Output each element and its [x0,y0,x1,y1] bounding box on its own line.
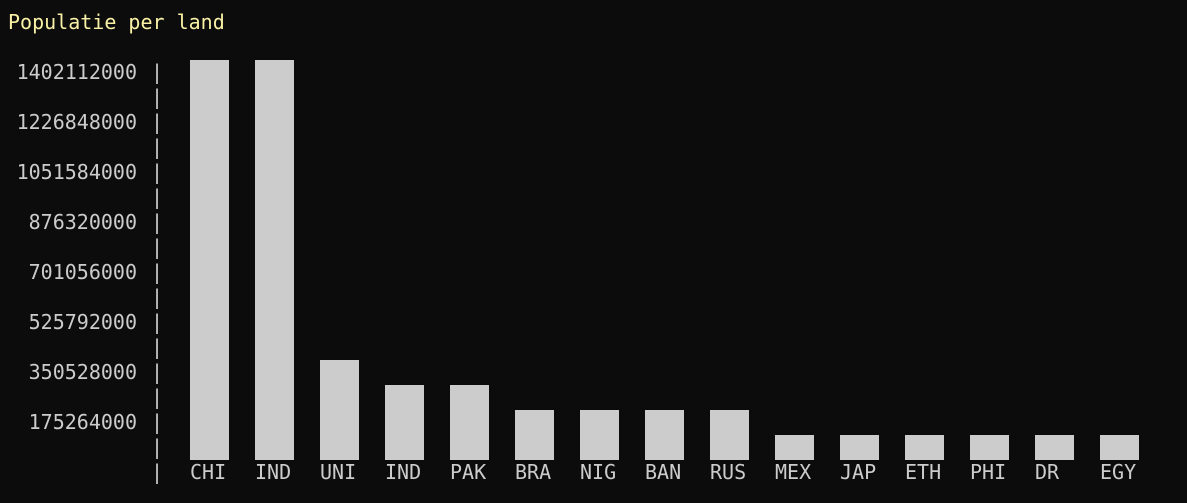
bar-egy-14 [1100,435,1139,460]
bar-rus-8 [710,410,749,460]
bar-eth-11 [905,435,944,460]
x-category-label: ETH [905,460,941,484]
bar-chi-0 [190,60,229,460]
bar-bra-5 [515,410,554,460]
y-axis-line-segment: | [151,360,163,384]
x-category-label: UNI [320,460,356,484]
y-axis-line-segment: | [151,310,163,334]
y-axis-line-segment: | [151,285,163,309]
y-axis-line-segment: | [151,385,163,409]
x-category-label: BRA [515,460,551,484]
x-category-label: IND [255,460,291,484]
bar-pak-4 [450,385,489,460]
bar-ban-7 [645,410,684,460]
x-category-label: MEX [775,460,811,484]
y-tick-label: 701056000 [29,260,137,284]
y-axis-line-segment: | [151,60,163,84]
x-category-label: NIG [580,460,616,484]
y-axis-line-segment: | [151,335,163,359]
chart-title: Populatie per land [8,10,225,34]
y-tick-label: 1051584000 [17,160,137,184]
y-tick-label: 525792000 [29,310,137,334]
y-axis: |||||||||||||||||14021120001226848000105… [17,60,163,484]
x-category-label: EGY [1100,460,1136,484]
y-axis-line-segment: | [151,260,163,284]
x-category-label: DR [1035,460,1060,484]
y-axis-line-segment: | [151,110,163,134]
x-category-label: IND [385,460,421,484]
x-category-label: PAK [450,460,486,484]
x-category-label: PHI [970,460,1006,484]
y-tick-label: 175264000 [29,410,137,434]
y-axis-line-segment: | [151,160,163,184]
x-axis-labels: CHI IND UNI IND PAK BRA NIG BAN RUS MEX JAP ETH PHI D… [190,460,1136,484]
bar-mex-9 [775,435,814,460]
y-axis-line-segment: | [151,235,163,259]
y-tick-label: 1402112000 [17,60,137,84]
y-axis-line-segment: | [151,210,163,234]
bars [190,60,1139,460]
y-tick-label: 1226848000 [17,110,137,134]
x-category-label: JAP [840,460,876,484]
y-axis-line-segment: | [151,185,163,209]
bar-uni-2 [320,360,359,460]
bar-jap-10 [840,435,879,460]
bar-dr-13 [1035,435,1074,460]
y-axis-line-segment: | [151,135,163,159]
x-category-label: BAN [645,460,681,484]
y-axis-line-segment: | [151,435,163,459]
bar-phi-12 [970,435,1009,460]
y-tick-label: 350528000 [29,360,137,384]
y-axis-line-segment: | [151,460,163,484]
bar-ind-3 [385,385,424,460]
bar-nig-6 [580,410,619,460]
y-axis-line-segment: | [151,85,163,109]
bar-ind-1 [255,60,294,460]
x-category-label: CHI [190,460,226,484]
y-tick-label: 876320000 [29,210,137,234]
y-axis-line-segment: | [151,410,163,434]
x-category-label: RUS [710,460,746,484]
